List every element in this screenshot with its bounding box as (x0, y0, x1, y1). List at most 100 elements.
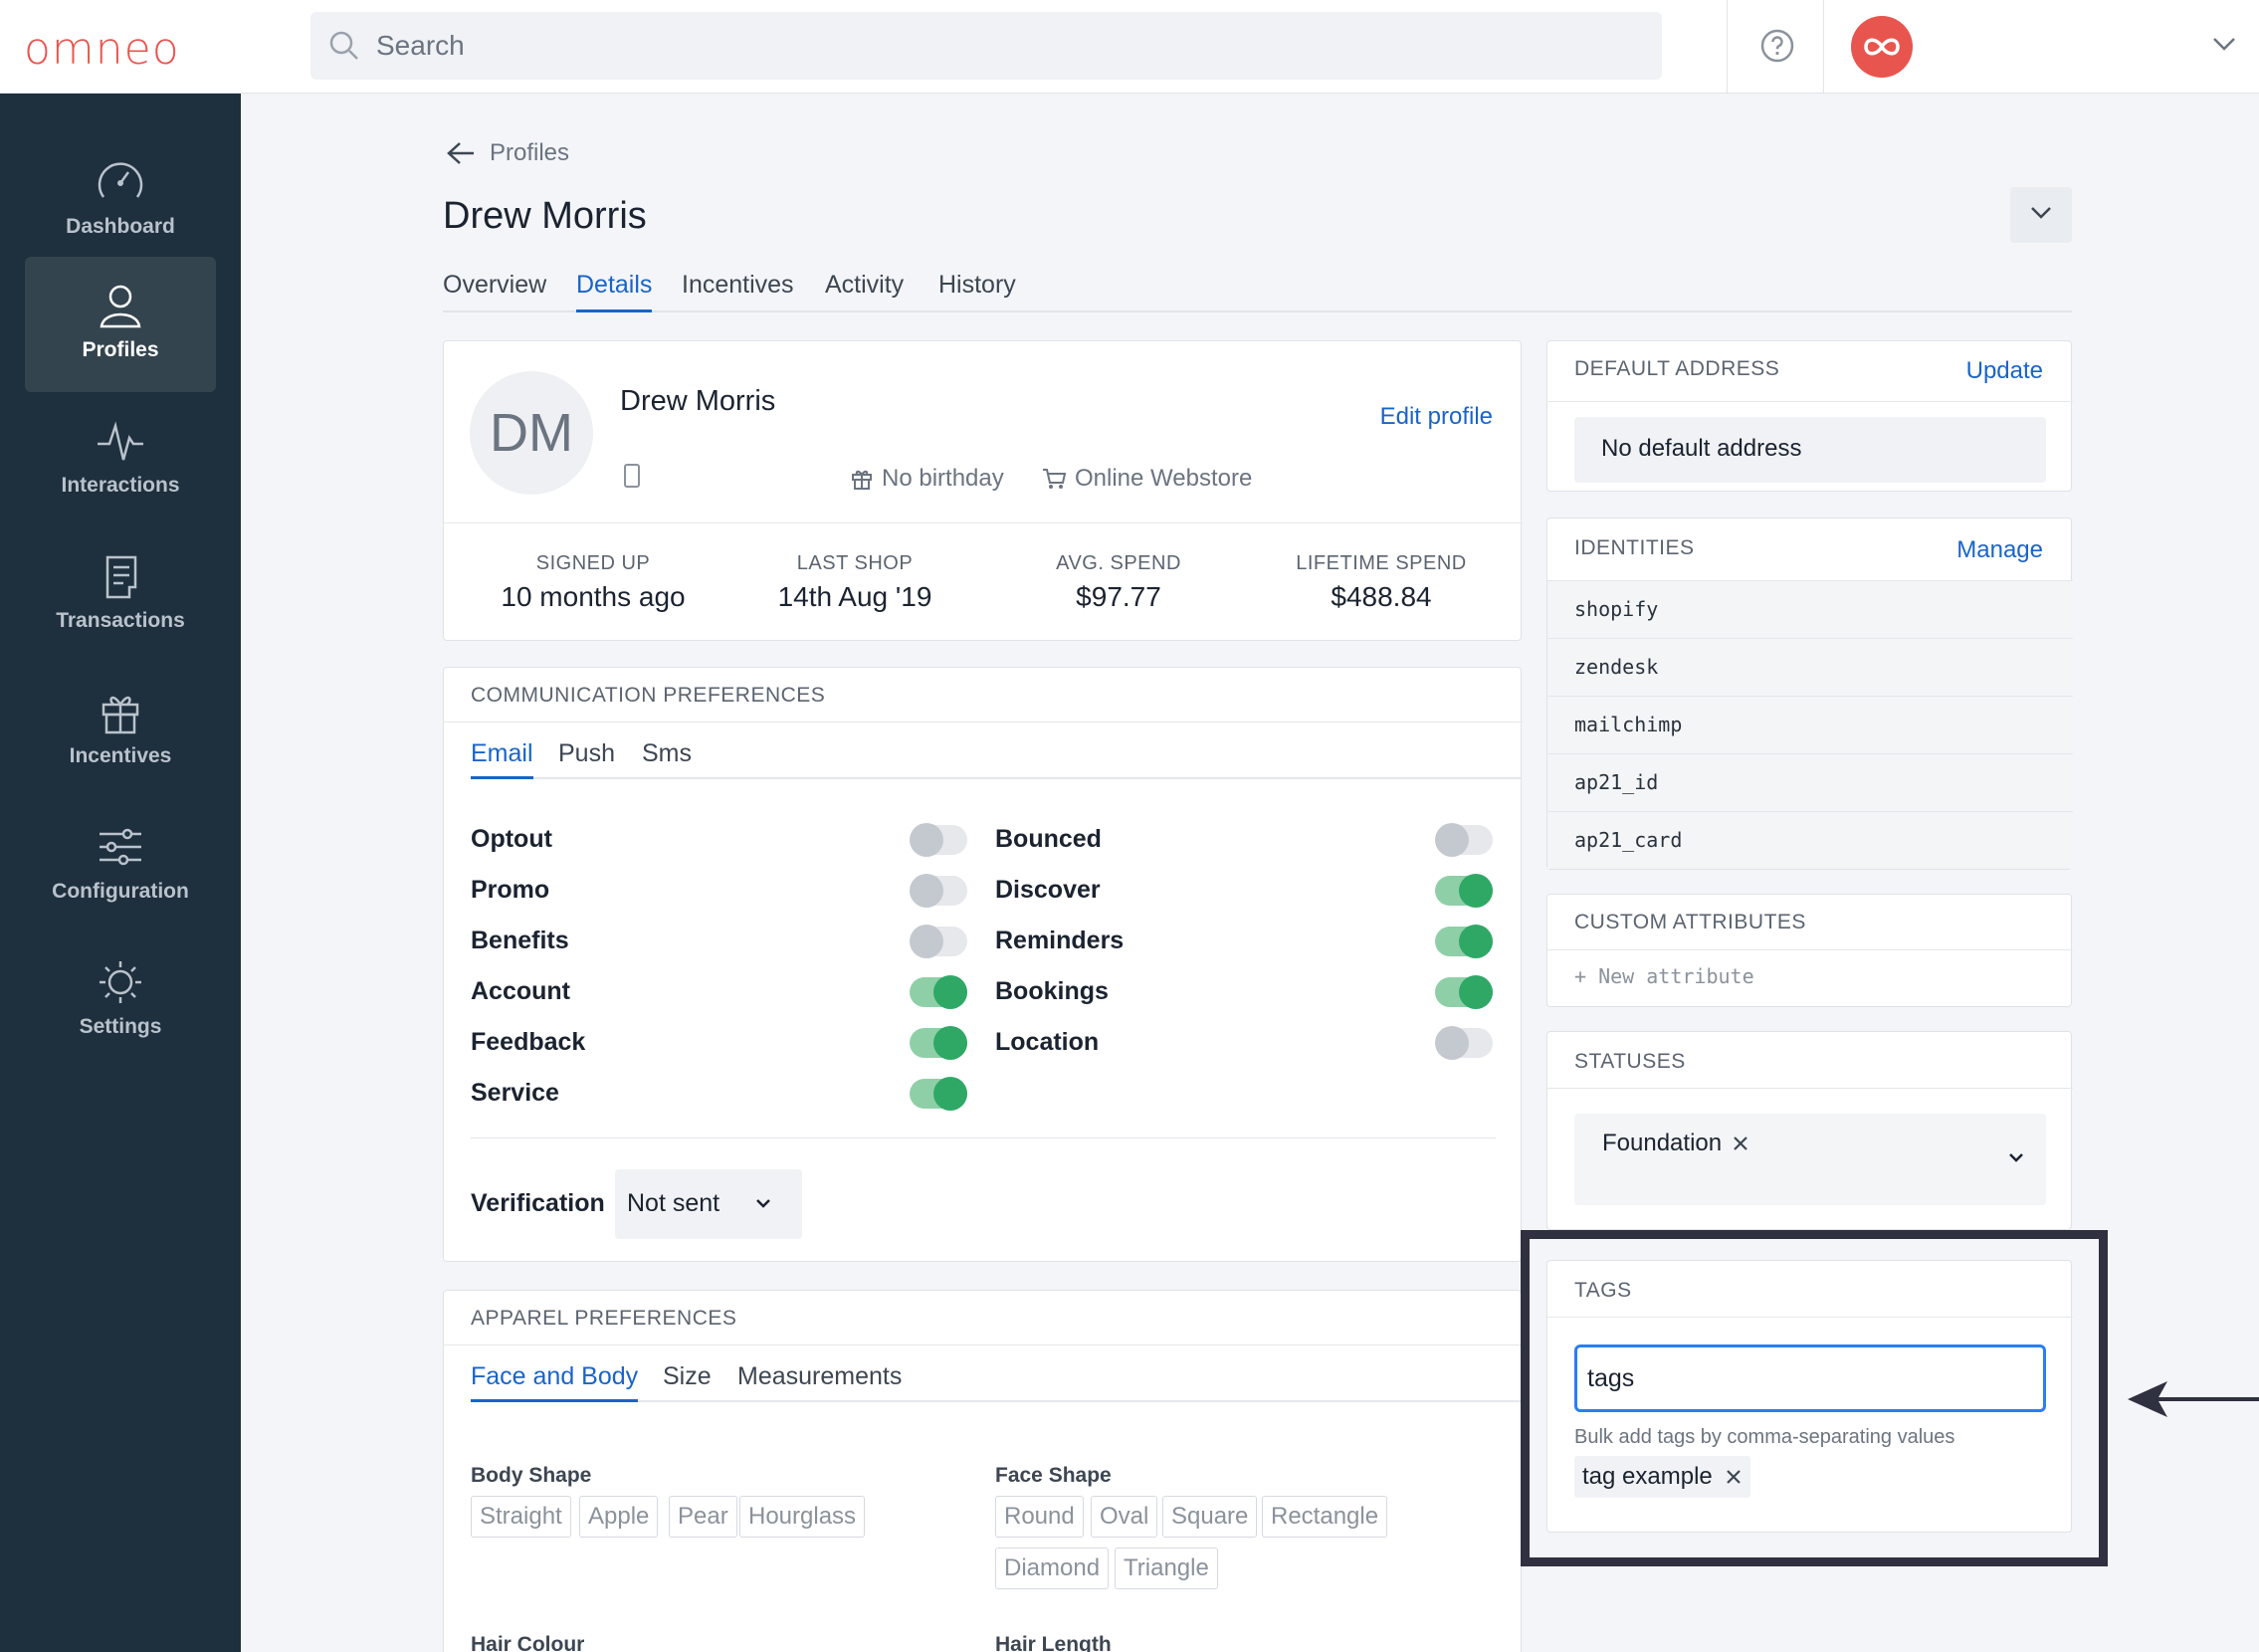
tab-measurements[interactable]: Measurements (737, 1362, 903, 1390)
tab-details[interactable]: Details (576, 271, 653, 312)
toggle-bookings[interactable] (1435, 975, 1493, 1009)
tab-activity[interactable]: Activity (825, 271, 905, 299)
section-heading: CUSTOM ATTRIBUTES (1574, 911, 1806, 933)
toggle-optout[interactable] (910, 823, 967, 857)
tag-chip: tag example (1574, 1456, 1750, 1498)
body-shape-label: Body Shape (471, 1464, 592, 1487)
profile-card: DM Drew Morris Edit profile No birthday … (443, 340, 1523, 641)
birthday-info: No birthday (850, 465, 1004, 493)
status-select[interactable]: Foundation (1574, 1114, 2046, 1205)
section-heading: TAGS (1574, 1279, 1632, 1302)
tab-face-and-body[interactable]: Face and Body (471, 1362, 639, 1402)
chevron-down-icon (2009, 1153, 2023, 1162)
option-chip[interactable]: Square (1162, 1496, 1258, 1538)
option-chip[interactable]: Round (995, 1496, 1084, 1538)
tab-overview[interactable]: Overview (443, 271, 547, 299)
stat-value: 10 months ago (501, 581, 686, 612)
identity-row[interactable]: ap21_id (1547, 753, 2073, 811)
tab-size[interactable]: Size (663, 1362, 712, 1390)
close-icon[interactable] (1732, 1135, 1749, 1152)
sidebar-item-interactions[interactable]: Interactions (25, 392, 216, 527)
toggle-account[interactable] (910, 975, 967, 1009)
identity-row[interactable]: zendesk (1547, 638, 2073, 696)
tab-push[interactable]: Push (558, 739, 615, 767)
search-bar[interactable] (310, 12, 1662, 80)
divider (444, 1344, 1523, 1345)
stat-lifetime-spend: LIFETIME SPEND $488.84 (1262, 552, 1501, 613)
account-avatar[interactable] (1851, 16, 1913, 78)
sidebar-item-profiles[interactable]: Profiles (25, 257, 216, 392)
update-address-link[interactable]: Update (1965, 357, 2043, 384)
actions-dropdown[interactable] (2010, 187, 2072, 243)
sidebar-item-label: Configuration (52, 880, 189, 903)
user-icon (100, 285, 141, 328)
tags-help-text: Bulk add tags by comma-separating values (1574, 1426, 1955, 1448)
option-chip[interactable]: Oval (1091, 1496, 1158, 1538)
custom-attributes-card: CUSTOM ATTRIBUTES + New attribute (1546, 894, 2073, 1007)
divider (1547, 1317, 2073, 1318)
pref-label-reminders: Reminders (995, 927, 1125, 954)
page-title: Drew Morris (443, 195, 647, 237)
tags-input[interactable] (1587, 1347, 2025, 1409)
toggle-reminders[interactable] (1435, 925, 1493, 958)
sidebar-item-incentives[interactable]: Incentives (25, 663, 216, 798)
toggle-bounced[interactable] (1435, 823, 1493, 857)
identity-name: ap21_id (1574, 770, 1659, 794)
option-chip[interactable]: Pear (669, 1496, 737, 1538)
stat-label: SIGNED UP (535, 552, 651, 574)
identity-row[interactable]: mailchimp (1547, 696, 2073, 753)
source-text: Online Webstore (1075, 465, 1253, 492)
toggle-discover[interactable] (1435, 874, 1493, 908)
sidebar-item-transactions[interactable]: Transactions (25, 527, 216, 663)
back-link[interactable]: Profiles (446, 139, 569, 167)
identity-row[interactable]: shopify (1547, 580, 2073, 638)
identity-name: shopify (1574, 597, 1659, 621)
help-icon[interactable] (1759, 28, 1795, 64)
phone-icon (624, 464, 640, 488)
tab-email[interactable]: Email (471, 739, 533, 779)
close-icon[interactable] (1725, 1468, 1743, 1486)
divider (1547, 1088, 2073, 1089)
sidebar-item-settings[interactable]: Settings (25, 933, 216, 1069)
toggle-location[interactable] (1435, 1026, 1493, 1060)
address-field: No default address (1574, 417, 2046, 483)
pref-label-account: Account (471, 977, 570, 1005)
sidebar-item-configuration[interactable]: Configuration (25, 798, 216, 933)
toggle-promo[interactable] (910, 874, 967, 908)
search-input[interactable] (376, 12, 1630, 80)
sidebar-item-dashboard[interactable]: Dashboard (25, 133, 216, 269)
pref-label-location: Location (995, 1028, 1100, 1056)
option-chip[interactable]: Diamond (995, 1548, 1110, 1589)
option-chip[interactable]: Rectangle (1262, 1496, 1388, 1538)
manage-identities-link[interactable]: Manage (1956, 536, 2043, 563)
stat-avg-spend: AVG. SPEND $97.77 (999, 552, 1238, 613)
verification-select[interactable]: Not sent (615, 1169, 802, 1239)
tab-history[interactable]: History (938, 271, 1016, 299)
top-bar: omneo (0, 0, 2259, 94)
option-chip[interactable]: Hourglass (739, 1496, 866, 1538)
omneo-logo[interactable]: omneo (24, 24, 180, 75)
toggle-knob (933, 1026, 967, 1060)
divider (1547, 949, 2073, 950)
option-chip[interactable]: Straight (471, 1496, 571, 1538)
divider (444, 522, 1523, 523)
infinity-icon (1864, 38, 1900, 56)
toggle-service[interactable] (910, 1077, 967, 1111)
toggle-knob (933, 1077, 967, 1111)
face-shape-label: Face Shape (995, 1464, 1112, 1487)
option-chip[interactable]: Triangle (1115, 1548, 1218, 1589)
chevron-down-icon[interactable] (2211, 36, 2237, 52)
pref-label-bounced: Bounced (995, 825, 1102, 853)
new-attribute-button[interactable]: + New attribute (1574, 964, 1754, 988)
identity-row[interactable]: ap21_card (1547, 811, 2073, 869)
tab-sms[interactable]: Sms (642, 739, 692, 767)
toggle-benefits[interactable] (910, 925, 967, 958)
edit-profile-link[interactable]: Edit profile (1379, 403, 1493, 430)
cart-icon (1043, 469, 1067, 489)
tag-chip-label: tag example (1582, 1463, 1713, 1490)
section-heading: STATUSES (1574, 1050, 1686, 1073)
tab-incentives[interactable]: Incentives (682, 271, 794, 299)
toggle-feedback[interactable] (910, 1026, 967, 1060)
option-chip[interactable]: Apple (579, 1496, 659, 1538)
gift-icon (852, 470, 872, 490)
